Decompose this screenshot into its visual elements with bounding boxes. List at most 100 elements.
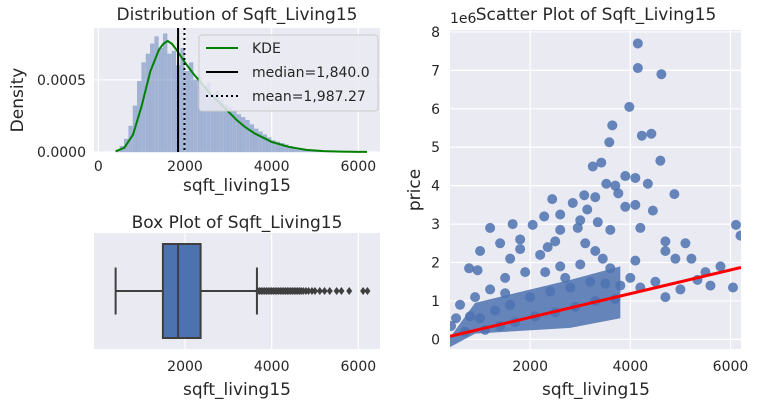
scatter-point bbox=[660, 292, 671, 303]
scatter-point bbox=[605, 263, 616, 274]
scatter-point bbox=[580, 238, 591, 249]
scatter-point bbox=[540, 267, 551, 278]
box-outlier bbox=[326, 287, 333, 295]
scatter-point bbox=[735, 230, 741, 241]
box-outlier bbox=[305, 287, 312, 295]
scatter-point bbox=[607, 120, 618, 131]
scatter-point bbox=[470, 292, 481, 303]
legend-median-label: median=1,840.0 bbox=[252, 65, 370, 81]
scatter-point bbox=[630, 199, 641, 210]
scatter-x-tick-label: 2000 bbox=[512, 359, 548, 375]
scatter-point bbox=[705, 280, 716, 291]
scatter-point bbox=[485, 222, 496, 233]
scatter-point bbox=[596, 157, 607, 168]
scatter-point bbox=[620, 171, 631, 182]
scatter-point bbox=[472, 265, 483, 276]
scatter-point bbox=[590, 245, 601, 256]
box-outlier bbox=[360, 287, 367, 295]
scatter-point bbox=[567, 197, 578, 208]
hist-bar bbox=[154, 36, 159, 153]
scatter-point bbox=[686, 253, 697, 264]
hist-bar bbox=[288, 146, 293, 153]
scatter-x-label: sqft_living15 bbox=[542, 380, 650, 400]
hist-bar bbox=[267, 137, 272, 153]
scatter-point bbox=[565, 282, 576, 293]
scatter-point bbox=[597, 253, 608, 264]
scatter-point bbox=[625, 272, 636, 283]
hist-x-tick-label: 6000 bbox=[341, 159, 377, 175]
scatter-y-label: price bbox=[405, 169, 425, 211]
hist-legend: KDE median=1,840.0 mean=1,987.27 bbox=[198, 34, 379, 112]
scatter-point bbox=[465, 311, 476, 322]
scatter-point bbox=[642, 178, 653, 189]
scatter-y-tick-label: 4 bbox=[431, 179, 440, 195]
box-iqr bbox=[161, 243, 202, 339]
box-outliers bbox=[254, 287, 371, 295]
scatter-point bbox=[475, 313, 486, 324]
hist-bar bbox=[275, 141, 280, 153]
scatter-offset-label: 1e6 bbox=[450, 11, 477, 27]
hist-y-tick-label: 0.0005 bbox=[37, 73, 86, 89]
scatter-point bbox=[505, 253, 516, 264]
hist-title: Distribution of Sqft_Living15 bbox=[117, 5, 358, 25]
hist-bar bbox=[249, 124, 254, 153]
scatter-points bbox=[450, 38, 741, 337]
hist-y-tick-label: 0.0000 bbox=[37, 145, 86, 161]
scatter-point bbox=[579, 190, 590, 201]
scatter-point bbox=[669, 189, 680, 200]
box-outlier bbox=[364, 287, 371, 295]
scatter-point bbox=[575, 215, 586, 226]
scatter-x-tick-label: 4000 bbox=[613, 359, 649, 375]
hist-bar bbox=[284, 144, 289, 153]
box-x-tick-label: 2000 bbox=[167, 359, 203, 375]
box-outlier bbox=[346, 287, 353, 295]
scatter-point bbox=[500, 272, 511, 283]
scatter-point bbox=[610, 180, 621, 191]
scatter-y-tick-label: 0 bbox=[431, 332, 440, 348]
scatter-point bbox=[455, 299, 466, 310]
scatter-point bbox=[680, 238, 691, 249]
hist-bar bbox=[241, 117, 246, 153]
scatter-point bbox=[451, 313, 462, 324]
scatter-point bbox=[464, 263, 475, 274]
scatter-regression-line bbox=[450, 266, 741, 338]
scatter-point bbox=[605, 224, 616, 235]
scatter-point bbox=[575, 259, 586, 270]
box-outlier bbox=[321, 287, 328, 295]
scatter-point bbox=[582, 204, 593, 215]
scatter-point bbox=[545, 286, 556, 297]
hist-y-ticks: 0.0000 0.0005 bbox=[37, 73, 86, 161]
scatter-title: Scatter Plot of Sqft_Living15 bbox=[476, 5, 717, 25]
scatter-point bbox=[656, 69, 667, 80]
scatter-point bbox=[715, 261, 726, 272]
hist-y-label: Density bbox=[8, 68, 28, 133]
hist-bar bbox=[189, 62, 194, 153]
scatter-point bbox=[646, 128, 657, 139]
scatter-point bbox=[560, 272, 571, 283]
hist-bar bbox=[236, 114, 241, 153]
hist-x-tick-label: 4000 bbox=[254, 159, 290, 175]
scatter-point bbox=[630, 255, 641, 266]
hist-bar bbox=[163, 33, 168, 153]
scatter-y-tick-label: 5 bbox=[431, 140, 440, 156]
box-outlier bbox=[338, 287, 345, 295]
scatter-x-tick-label: 6000 bbox=[713, 359, 749, 375]
hist-bar bbox=[167, 53, 172, 153]
hist-bar bbox=[262, 134, 267, 153]
scatter-point bbox=[520, 267, 531, 278]
hist-bar bbox=[145, 53, 150, 153]
scatter-y-tick-label: 7 bbox=[431, 63, 440, 79]
scatter-point bbox=[632, 63, 643, 74]
scatter-point bbox=[590, 192, 601, 203]
hist-x-label: sqft_living15 bbox=[183, 176, 291, 196]
box-outlier bbox=[312, 287, 318, 295]
scatter-point bbox=[572, 222, 583, 233]
box-x-tick-label: 6000 bbox=[341, 359, 377, 375]
scatter-point bbox=[555, 224, 566, 235]
scatter-point bbox=[630, 172, 641, 183]
box-outlier bbox=[308, 287, 315, 295]
hist-bar bbox=[184, 71, 189, 153]
scatter-point bbox=[604, 137, 615, 148]
scatter-point bbox=[547, 194, 558, 205]
scatter-point bbox=[539, 211, 550, 222]
